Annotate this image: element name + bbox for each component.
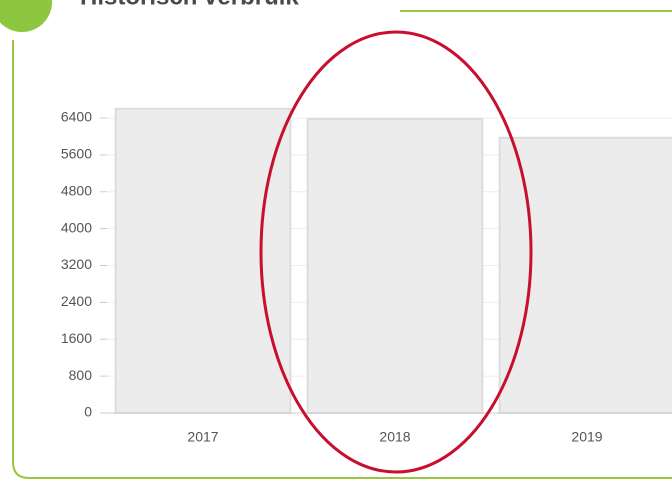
- x-tick-label: 2017: [187, 429, 218, 445]
- x-tick-label: 2018: [379, 429, 410, 445]
- y-tick-label: 4800: [61, 182, 92, 198]
- y-tick-label: 0: [84, 404, 92, 420]
- bar: [498, 136, 672, 414]
- y-tick-label: 5600: [61, 146, 92, 162]
- y-tick-label: 6400: [61, 109, 92, 125]
- y-tick-label: 4000: [61, 219, 92, 235]
- bar: [306, 117, 484, 414]
- y-tick-label: 3200: [61, 256, 92, 272]
- chart-title: Historisch verbruik: [80, 0, 299, 10]
- x-tick-label: 2019: [571, 429, 602, 445]
- panel-border: [12, 10, 672, 479]
- y-tick-label: 1600: [61, 330, 92, 346]
- y-tick-label: 2400: [61, 293, 92, 309]
- panel-icon: [0, 0, 52, 32]
- highlight-ellipse: [259, 30, 533, 474]
- bar: [114, 107, 292, 414]
- y-tick-label: 800: [69, 367, 93, 383]
